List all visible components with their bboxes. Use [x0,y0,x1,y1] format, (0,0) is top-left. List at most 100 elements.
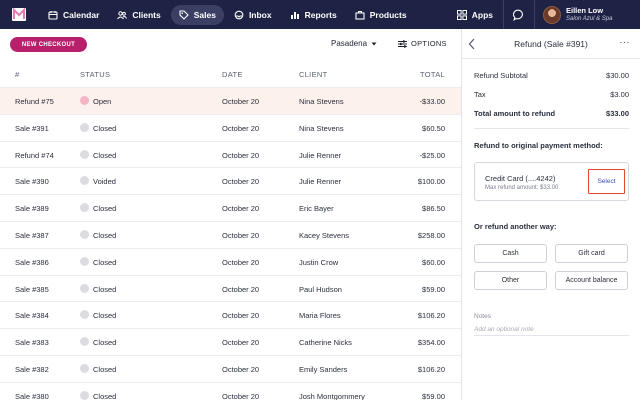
nav-clients-label: Clients [132,9,161,20]
refund-subtotal-value: $30.00 [606,71,629,80]
row-date: October 20 [222,230,260,240]
user-menu[interactable]: Eillen Low Salon Azul & Spa [535,5,640,24]
row-client: Eric Bayer [299,204,334,214]
row-date: October 20 [222,150,260,160]
options-button[interactable]: OPTIONS [398,39,447,48]
row-date: October 20 [222,311,260,321]
refund-other-button[interactable]: Other [474,271,547,290]
row-client: Paul Hudson [299,284,342,294]
apps-button[interactable]: Apps [447,9,503,20]
status-dot [80,203,89,213]
row-total: $59.00 [422,391,445,400]
refund-panel: Refund (Sale #391) ··· Refund Subtotal $… [461,29,640,400]
nav-divider [534,0,535,29]
nav-calendar[interactable]: Calendar [40,5,107,25]
nav-products[interactable]: Products [347,5,415,25]
table-row[interactable]: Sale #390 Voided October 20 Julie Renner… [0,167,461,194]
refund-subtotal-label: Refund Subtotal [474,71,528,80]
header-status[interactable]: STATUS [80,70,111,79]
nav-right: Apps Eillen Low Salon Azul & Spa [447,0,640,29]
reports-icon [290,11,299,19]
chat-button[interactable] [504,9,534,21]
table-row[interactable]: Refund #75 Open October 20 Nina Stevens … [0,87,461,114]
select-card-button[interactable]: Select [588,169,625,194]
status-dot [80,337,89,347]
inbox-icon [234,10,244,19]
nav-inbox[interactable]: Inbox [226,5,280,25]
table-row[interactable]: Sale #391 Closed October 20 Nina Stevens… [0,113,461,141]
row-status: Closed [93,311,117,321]
options-label: OPTIONS [411,39,447,48]
row-date: October 20 [222,364,260,374]
nav-sales[interactable]: Sales [170,4,224,25]
table-row[interactable]: Sale #386 Closed October 20 Justin Crow … [0,247,461,275]
avatar [543,5,561,24]
row-status: Closed [93,257,117,267]
card-max-refund: Max refund amount: $33.00 [485,185,559,191]
apps-label: Apps [471,9,493,20]
row-status: Voided [93,177,116,187]
row-number: Refund #74 [15,150,54,160]
refund-total-label: Total amount to refund [474,109,556,118]
notes-input[interactable] [474,324,629,334]
tax-value: $3.00 [610,90,629,99]
clients-icon [117,10,128,19]
header-total[interactable]: TOTAL [420,70,445,79]
table-row[interactable]: Sale #380 Closed October 20 Josh Montgom… [0,381,461,400]
row-status: Closed [93,150,117,160]
row-status: Closed [93,338,117,348]
header-client[interactable]: CLIENT [299,70,328,79]
nav-calendar-label: Calendar [63,9,100,20]
user-org: Salon Azul & Spa [566,16,613,22]
tax-row: Tax $3.00 [474,90,629,99]
row-total: $258.00 [417,230,445,240]
more-options-icon[interactable]: ··· [619,37,630,47]
row-date: October 20 [222,177,260,187]
table-row[interactable]: Sale #383 Closed October 20 Catherine Ni… [0,328,461,355]
table-row[interactable]: Sale #387 Closed October 20 Kacey Steven… [0,220,461,248]
user-info: Eillen Low Salon Azul & Spa [566,6,612,23]
table-row[interactable]: Sale #384 Closed October 20 Maria Flores… [0,301,461,328]
row-status: Closed [93,284,117,294]
top-nav: Calendar Clients Sales Inbox Reports Pro… [0,0,640,29]
location-label: Pasadena [331,39,368,48]
new-checkout-button[interactable]: NEW CHECKOUT [10,37,87,52]
table-row[interactable]: Refund #74 Closed October 20 Julie Renne… [0,140,461,168]
nav-clients[interactable]: Clients [109,5,168,25]
row-status: Open [93,97,112,106]
row-client: Julie Renner [299,150,342,160]
row-number: Sale #384 [15,311,49,321]
row-client: Nina Stevens [299,97,344,106]
row-total: $60.00 [422,257,445,267]
nav-inbox-label: Inbox [248,9,272,20]
row-status: Closed [93,204,117,214]
row-number: Refund #75 [15,97,54,106]
table-row[interactable]: Sale #382 Closed October 20 Emily Sander… [0,354,461,382]
refund-cash-button[interactable]: Cash [474,244,547,263]
row-total: $106.20 [417,311,445,321]
location-select[interactable]: Pasadena [331,39,377,48]
header-date[interactable]: DATE [222,70,243,79]
header-number[interactable]: # [15,70,20,79]
sales-tag-icon [179,9,189,20]
status-dot [80,390,89,400]
row-client: Josh Montgommery [299,391,365,400]
row-total: $59.00 [422,284,445,294]
status-dot [80,310,89,320]
refund-panel-title: Refund (Sale #391) [514,39,588,49]
row-number: Sale #382 [15,364,49,374]
refund-gift-card-button[interactable]: Gift card [555,244,628,263]
divider [474,128,629,129]
app-logo-icon[interactable] [12,8,26,21]
back-chevron-icon[interactable] [468,38,476,50]
table-row[interactable]: Sale #389 Closed October 20 Eric Bayer $… [0,194,461,221]
nav-reports[interactable]: Reports [282,5,345,25]
table-row[interactable]: Sale #385 Closed October 20 Paul Hudson … [0,274,461,302]
row-client: Kacey Stevens [299,230,350,240]
refund-account-balance-button[interactable]: Account balance [555,271,628,290]
row-status: Closed [93,391,117,400]
row-status: Closed [93,230,117,240]
sales-list-panel: NEW CHECKOUT Pasadena OPTIONS # STATUS D… [0,29,461,400]
row-client: Nina Stevens [299,123,344,133]
row-number: Sale #386 [15,257,49,267]
